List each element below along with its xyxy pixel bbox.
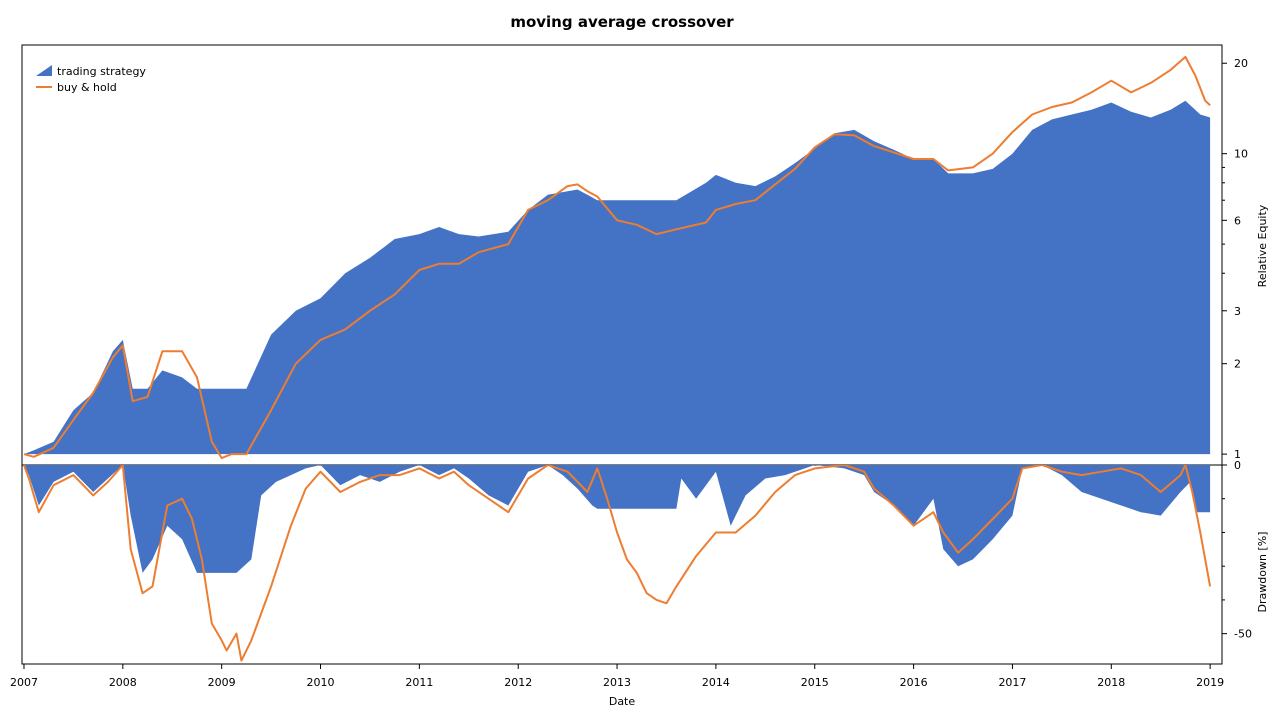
chart-title: moving average crossover [510,13,734,31]
equity-strategy-area [24,100,1211,455]
drawdown-plot-area [23,465,1212,662]
drawdown-y-axis-label: Drawdown [%] [1256,532,1269,613]
drawdown-y-tick-label: -50 [1234,628,1252,641]
x-tick-label: 2010 [307,676,335,689]
x-tick-label: 2009 [208,676,236,689]
x-tick-label: 2018 [1097,676,1125,689]
equity-y-tick-label: 10 [1234,148,1248,161]
equity-y-axis: 1 2 3 6 10 20 [1222,57,1248,461]
drawdown-y-axis: 0 -50 [1222,459,1252,641]
equity-y-tick-label: 1 [1234,448,1241,461]
x-tick-label: 2015 [801,676,829,689]
equity-y-tick-label: 2 [1234,358,1241,371]
x-tick-label: 2012 [504,676,532,689]
x-axis-label: Date [609,695,636,708]
x-tick-label: 2017 [998,676,1026,689]
x-tick-label: 2013 [603,676,631,689]
x-tick-label: 2007 [10,676,38,689]
x-tick-label: 2016 [900,676,928,689]
equity-plot-area [23,55,1211,460]
x-axis: 2007 2008 2009 2010 2011 2012 2013 2014 2015 2016… [10,664,1224,689]
drawdown-y-tick-label: 0 [1234,459,1241,472]
x-tick-label: 2019 [1196,676,1224,689]
equity-y-tick-label: 6 [1234,214,1241,227]
drawdown-buy-hold-line [23,465,1212,662]
legend-label-buy-hold: buy & hold [57,81,117,94]
equity-buy-hold-line [23,55,1211,460]
legend-swatch-trading-strategy [36,65,52,76]
x-tick-label: 2011 [405,676,433,689]
equity-y-tick-label: 20 [1234,57,1248,70]
drawdown-strategy-area [24,465,1211,573]
x-tick-label: 2008 [109,676,137,689]
legend-label-trading-strategy: trading strategy [57,65,146,78]
equity-y-tick-label: 3 [1234,305,1241,318]
x-tick-label: 2014 [702,676,730,689]
equity-y-axis-label: Relative Equity [1256,204,1269,287]
legend: trading strategy buy & hold [36,65,146,94]
